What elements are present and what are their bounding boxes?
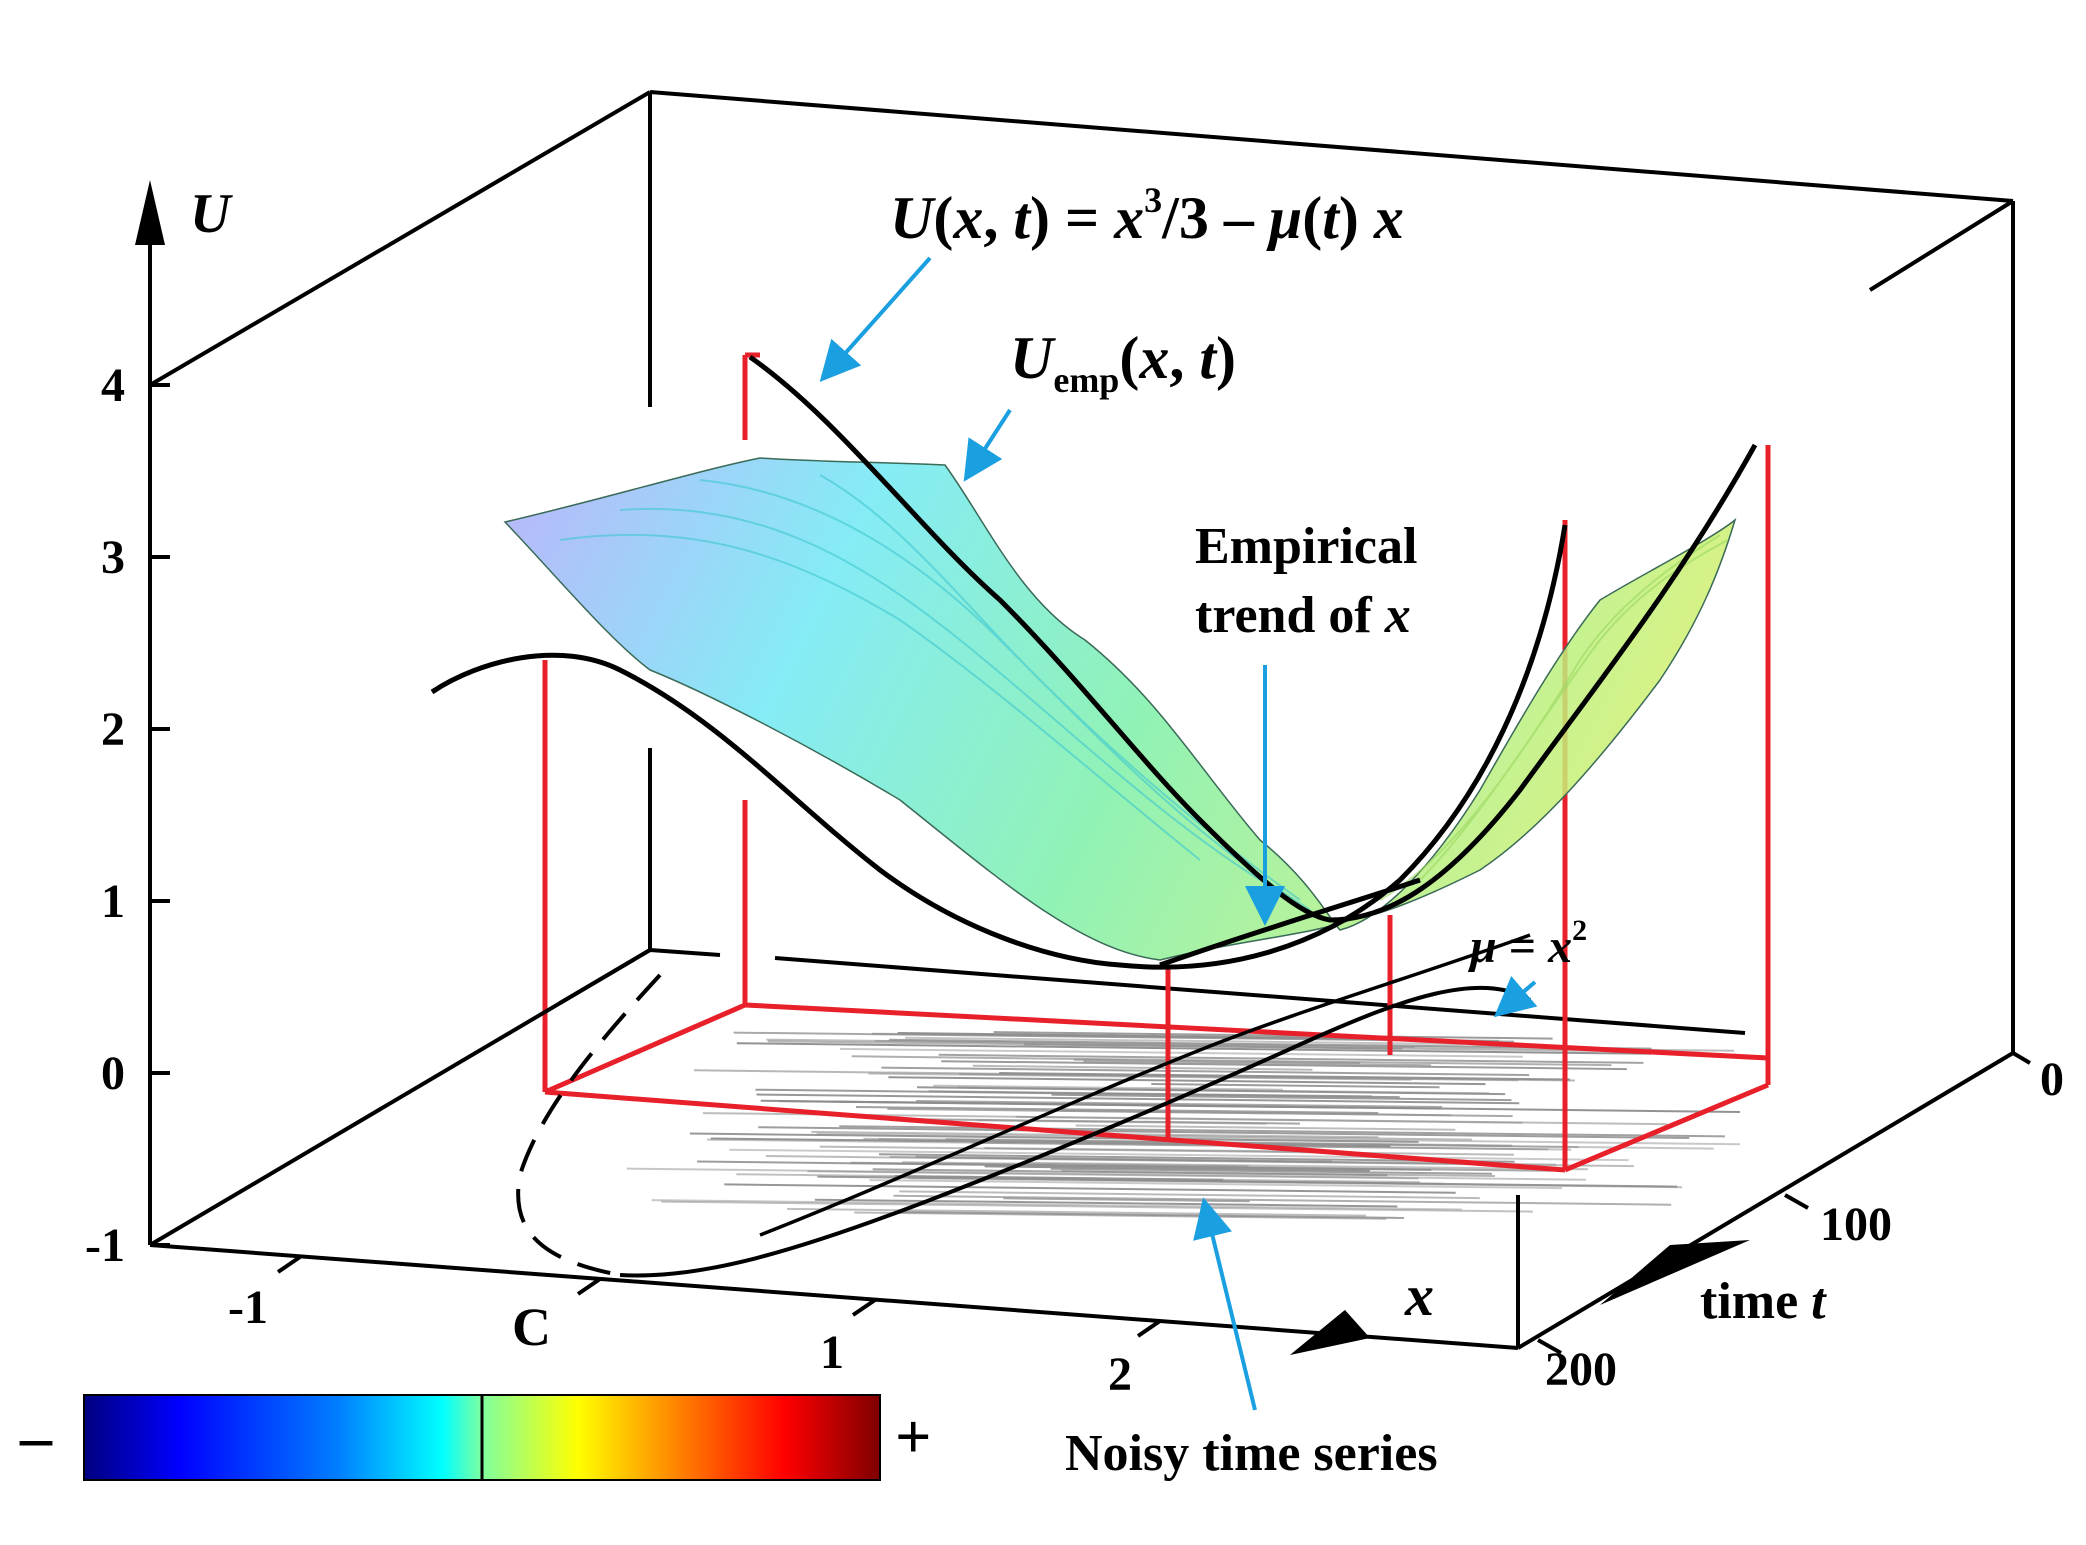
noise-trace [854,1211,1387,1220]
t-tick-200: 200 [1545,1343,1617,1396]
u-tick-label: 0 [101,1047,125,1100]
uemp-arrow [963,408,1012,482]
mu-equation-label: μ = x2 [1467,914,1587,973]
noisy-series-label: Noisy time series [1065,1425,1438,1482]
empirical-potential-surface [503,457,1737,961]
noise-trace [710,1137,1391,1148]
noise-trace [887,1107,1513,1118]
noise-trace [816,1132,1741,1146]
noise-trace [941,1060,1627,1071]
front-potential-curve [430,524,1568,970]
t-axis-arrow [1600,1240,1750,1305]
box-frame-front [148,385,2015,1350]
noise-trace [869,1179,1563,1190]
u-tick-label: 4 [101,359,125,412]
t-axis-label: time t [1700,1273,1827,1330]
noise-trace [850,1161,1552,1172]
noise-trace [1051,1093,1512,1102]
noise-trace [878,1137,1714,1150]
noise-trace [868,1072,1412,1081]
t-tick-0: 0 [2040,1053,2064,1106]
noise-trace [855,1106,1379,1114]
noise-trace [984,1165,1370,1172]
u-tick-label: 1 [101,875,125,928]
noise-trace [755,1088,1400,1099]
colorbar: – + [19,1394,931,1481]
empirical-trend-curve [1159,877,1421,968]
noise-trace [916,1086,1506,1096]
annotation-arrows [819,256,1538,1411]
noise-trace [938,1053,1644,1064]
noise-trace [729,1148,1629,1162]
noise-trace [1079,1178,1444,1185]
x-tick-1: 1 [820,1326,844,1379]
noise-trace [661,1200,1533,1213]
u-axis-arrow [135,180,165,385]
uemp-label: Uemp(x, t) [1010,325,1236,400]
noisy-arrow [1193,1197,1257,1411]
noise-trace [756,1093,1520,1105]
box-frame-back [148,90,2015,1053]
noise-trace [736,1173,1420,1184]
noise-trace [839,1047,1523,1058]
noise-trace [814,1198,1398,1208]
red-slice-frame [542,352,1771,1173]
trend-label-line1: Empirical [1195,518,1417,575]
noise-trace [758,1126,1690,1139]
noise-trace [651,1199,1462,1211]
noise-trace [707,1138,1572,1151]
colorbar-plus-label: + [895,1401,931,1472]
noise-trace [984,1147,1314,1153]
u-tick-label: 2 [101,703,125,756]
noise-trace [689,1132,1419,1143]
noise-trace [899,1190,1480,1200]
u-tick-label: -1 [85,1219,125,1272]
noise-trace [724,1183,1456,1194]
noise-trace [889,1156,1484,1165]
noise-trace [893,1194,1672,1206]
mu-arrow [1493,975,1538,1018]
noise-trace [1050,1167,1493,1175]
noise-trace [1075,1124,1456,1131]
x-tick-minus1: -1 [228,1281,268,1334]
noise-trace [872,1168,1388,1177]
noise-trace [1029,1161,1588,1171]
bifurcation-curve-dashed [516,973,662,1277]
noise-trace [767,1040,1599,1052]
u-axis-ticks [150,383,170,1247]
formula-label: U(x, t) = x3/3 – μ(t) x [890,180,1404,251]
noise-trace [879,1117,1300,1125]
noise-trace [787,1207,1367,1217]
bifurcation-curve-solid-upper [759,933,1531,1237]
u-axis-tick-labels: 4 3 2 1 0 -1 [85,359,125,1272]
t-axis-ticks [1537,1051,2032,1355]
u-axis-label: U [190,183,233,245]
noise-trace [905,1036,1464,1046]
noise-trace [993,1031,1553,1040]
noise-trace [1073,1058,1361,1064]
x-tick-c: C [512,1297,551,1357]
x-axis-label: x [1404,1263,1434,1328]
u-tick-label: 3 [101,531,125,584]
noise-trace [834,1100,1441,1110]
noise-trace [881,1066,1530,1077]
colorbar-minus-label: – [19,1401,53,1472]
trend-label-line2: trend of x [1195,587,1411,644]
formula-arrow [819,256,932,382]
noisy-time-series-traces [626,1031,1741,1220]
t-tick-100: 100 [1820,1198,1892,1251]
noise-trace [916,1100,1443,1108]
noise-trace [736,1042,1652,1055]
x-axis-arrow [1290,1310,1370,1355]
surface-texture-lines [559,474,1311,911]
noise-trace [1151,1083,1440,1089]
x-tick-2: 2 [1108,1348,1132,1401]
noise-trace [875,1039,1415,1049]
noise-trace [972,1064,1313,1071]
bifurcation-curve-solid [619,985,1532,1278]
noise-trace [888,1076,1486,1086]
x-axis-ticks [276,1255,1162,1338]
